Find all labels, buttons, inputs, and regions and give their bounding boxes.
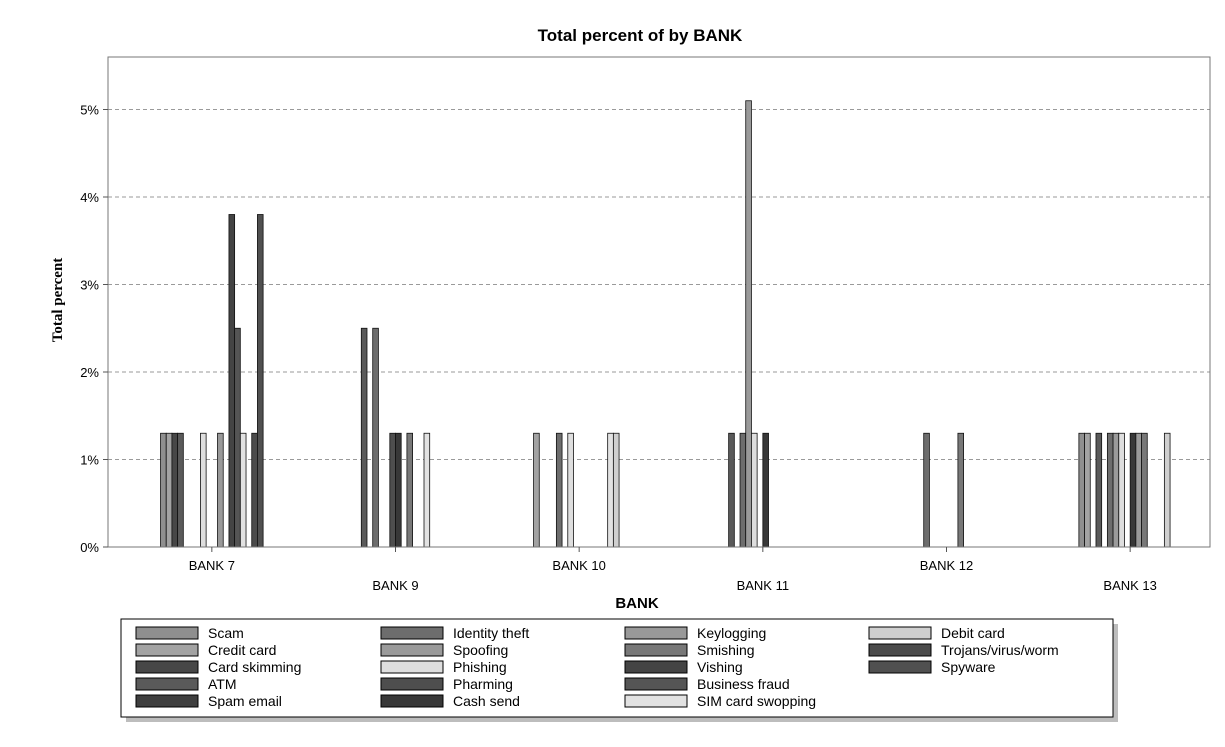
legend-label: Scam bbox=[208, 625, 244, 641]
bar bbox=[1084, 432, 1091, 548]
bar bbox=[607, 432, 614, 548]
legend-label: Spoofing bbox=[453, 642, 508, 658]
legend-swatch bbox=[868, 626, 932, 640]
legend-label: Spyware bbox=[941, 659, 996, 675]
y-tick-label: 3% bbox=[80, 278, 99, 293]
legend-swatch bbox=[380, 660, 444, 674]
bar bbox=[1078, 432, 1085, 548]
legend-swatch bbox=[135, 660, 199, 674]
bar bbox=[751, 432, 758, 548]
chart-title: Total percent of by BANK bbox=[538, 26, 743, 45]
legend-swatch bbox=[868, 660, 932, 674]
legend-swatch bbox=[380, 677, 444, 691]
legend-swatch bbox=[135, 626, 199, 640]
legend-label: Trojans/virus/worm bbox=[941, 642, 1059, 658]
bar bbox=[1141, 432, 1148, 548]
bar bbox=[745, 100, 752, 548]
x-axis-label: BANK bbox=[615, 595, 658, 612]
bar bbox=[251, 432, 258, 548]
legend-label: Card skimming bbox=[208, 659, 301, 675]
y-axis-ticks: 0% 1% 2% 3% 4% 5% bbox=[80, 103, 108, 555]
legend-label: Identity theft bbox=[453, 625, 529, 641]
bar bbox=[1118, 432, 1125, 548]
legend-label: Smishing bbox=[697, 642, 755, 658]
bar bbox=[1095, 432, 1103, 548]
bar bbox=[200, 432, 207, 548]
bar bbox=[217, 432, 224, 548]
legend-swatch bbox=[624, 677, 688, 691]
legend-swatch bbox=[868, 643, 932, 657]
bar bbox=[234, 327, 241, 548]
bar bbox=[177, 432, 184, 548]
y-axis-label: Total percent bbox=[50, 258, 66, 343]
legend-swatch bbox=[624, 660, 688, 674]
legend-label: Spam email bbox=[208, 693, 282, 709]
legend-label: Debit card bbox=[941, 625, 1005, 641]
y-tick-label: 5% bbox=[80, 103, 99, 118]
bar bbox=[395, 432, 402, 548]
bar bbox=[239, 432, 247, 548]
x-tick-label: BANK 7 bbox=[189, 558, 235, 573]
legend-label: Keylogging bbox=[697, 625, 766, 641]
legend-swatch bbox=[135, 694, 199, 708]
y-tick-label: 4% bbox=[80, 190, 99, 205]
x-tick-label: BANK 9 bbox=[372, 578, 418, 593]
legend-swatch bbox=[624, 643, 688, 657]
bar bbox=[957, 432, 965, 548]
plot-frame bbox=[107, 56, 1211, 548]
bar bbox=[923, 432, 930, 548]
bar bbox=[1112, 432, 1120, 548]
y-tick-label: 1% bbox=[80, 453, 99, 468]
bar bbox=[360, 327, 368, 548]
x-tick-label: BANK 10 bbox=[552, 558, 605, 573]
bar bbox=[171, 432, 179, 548]
bar bbox=[567, 432, 574, 548]
x-tick-label: BANK 12 bbox=[920, 558, 973, 573]
legend-label: Business fraud bbox=[697, 676, 790, 692]
legend-label: ATM bbox=[208, 676, 237, 692]
bar bbox=[257, 214, 264, 548]
bar bbox=[406, 432, 413, 548]
bar bbox=[1129, 432, 1137, 548]
legend-label: SIM card swopping bbox=[697, 693, 816, 709]
bar bbox=[165, 432, 173, 548]
bar bbox=[1106, 432, 1114, 548]
legend-swatch bbox=[624, 694, 688, 708]
bar bbox=[739, 432, 747, 548]
x-tick-label: BANK 11 bbox=[737, 578, 790, 593]
legend-swatch bbox=[624, 626, 688, 640]
bar bbox=[1135, 432, 1142, 548]
gridlines bbox=[108, 109, 1210, 460]
legend-label: Cash send bbox=[453, 693, 520, 709]
bar bbox=[762, 432, 769, 548]
bar bbox=[728, 432, 735, 548]
legend-swatch bbox=[380, 694, 444, 708]
bar bbox=[372, 327, 379, 548]
bar bbox=[612, 432, 620, 548]
legend-swatch bbox=[135, 677, 199, 691]
y-tick-label: 0% bbox=[80, 540, 99, 555]
legend-box bbox=[120, 618, 1114, 718]
bar bbox=[533, 432, 540, 548]
legend-swatch bbox=[380, 643, 444, 657]
bar bbox=[423, 432, 431, 548]
legend-label: Pharming bbox=[453, 676, 513, 692]
bar bbox=[160, 432, 167, 548]
bar bbox=[555, 432, 563, 548]
legend-label: Credit card bbox=[208, 642, 276, 658]
bars bbox=[160, 100, 1171, 548]
legend-label: Vishing bbox=[697, 659, 743, 675]
legend-label: Phishing bbox=[453, 659, 507, 675]
legend-swatch bbox=[380, 626, 444, 640]
bar bbox=[389, 432, 396, 548]
x-tick-label: BANK 13 bbox=[1103, 578, 1156, 593]
x-axis-ticks: BANK 7 BANK 9 BANK 10 BANK 11 BANK 12 BANK 13 bbox=[189, 547, 1157, 593]
y-tick-label: 2% bbox=[80, 365, 99, 380]
bar bbox=[1163, 432, 1171, 548]
bar bbox=[228, 214, 236, 548]
legend-swatch bbox=[135, 643, 199, 657]
